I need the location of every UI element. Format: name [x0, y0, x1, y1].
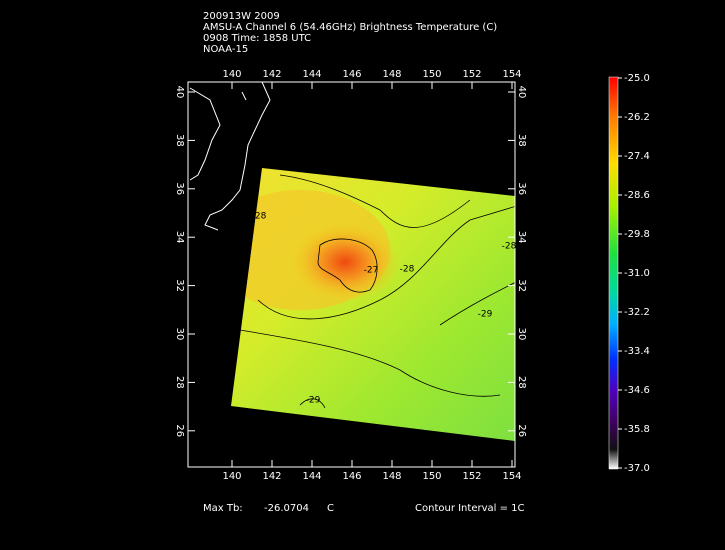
- lat-label-left: 30: [174, 328, 185, 341]
- colorbar-label: -25.0: [624, 73, 650, 84]
- lon-label-top: 152: [462, 69, 481, 80]
- contour-label: -28: [400, 265, 415, 275]
- contour-interval: Contour Interval = 1C: [415, 503, 525, 514]
- lat-label-left: 38: [174, 134, 185, 147]
- colorbar-labels: -25.0 -26.2 -27.4 -28.6 -29.8 -31.0 -32.2 -33.4…: [618, 73, 650, 474]
- header-line: 0908 Time: 1858 UTC: [203, 33, 311, 44]
- contour-label: -28: [502, 242, 517, 252]
- lon-label-bottom: 144: [302, 471, 321, 482]
- lon-label-bottom: 142: [262, 471, 281, 482]
- header-line: 200913W 2009: [203, 11, 280, 22]
- lon-label-bottom: 150: [422, 471, 441, 482]
- contour-label: -29: [478, 310, 493, 320]
- lon-label-top: 148: [382, 69, 401, 80]
- lon-label-bottom: 154: [502, 471, 521, 482]
- lat-label-left: 34: [174, 231, 185, 244]
- contour-label: -28: [252, 212, 267, 222]
- lat-label-left: 28: [174, 376, 185, 389]
- lat-label-right: 40: [516, 86, 527, 99]
- header-line: NOAA-15: [203, 44, 248, 55]
- colorbar-label: -29.8: [624, 229, 650, 240]
- lon-label-bottom: 152: [462, 471, 481, 482]
- colorbar-label: -28.6: [624, 190, 650, 201]
- colorbar-label: -27.4: [624, 151, 650, 162]
- lat-label-right: 32: [516, 279, 527, 292]
- lat-label-left: 40: [174, 86, 185, 99]
- colorbar: [608, 76, 619, 470]
- max-unit: C: [327, 503, 334, 514]
- contour-labels: -28 -27 -28 -29 -28 -29: [252, 212, 517, 406]
- colorbar-label: -32.2: [624, 307, 650, 318]
- lon-label-top: 146: [342, 69, 361, 80]
- colorbar-label: -33.4: [624, 346, 650, 357]
- lat-label-left: 36: [174, 182, 185, 195]
- lat-label-right: 34: [516, 231, 527, 244]
- lon-label-top: 150: [422, 69, 441, 80]
- lon-label-top: 142: [262, 69, 281, 80]
- lat-label-right: 30: [516, 328, 527, 341]
- max-label: Max Tb:: [203, 503, 243, 514]
- colorbar-label: -37.0: [624, 463, 650, 474]
- lat-label-right: 28: [516, 376, 527, 389]
- colorbar-label: -34.6: [624, 385, 650, 396]
- lon-label-top: 144: [302, 69, 321, 80]
- coastline: [189, 81, 271, 231]
- lon-label-bottom: 140: [222, 471, 241, 482]
- lon-label-bottom: 148: [382, 471, 401, 482]
- lon-label-bottom: 146: [342, 471, 361, 482]
- lat-label-right: 26: [516, 424, 527, 437]
- lat-label-right: 36: [516, 182, 527, 195]
- header-line: AMSU-A Channel 6 (54.46GHz) Brightness T…: [203, 22, 497, 33]
- lon-label-top: 154: [502, 69, 521, 80]
- lat-label-right: 38: [516, 134, 527, 147]
- colorbar-label: -35.8: [624, 424, 650, 435]
- brightness-swath: [231, 168, 515, 441]
- colorbar-label: -31.0: [624, 268, 650, 279]
- lon-label-top: 140: [222, 69, 241, 80]
- colorbar-label: -26.2: [624, 112, 650, 123]
- map-axes: 140 140 142 142 144 144 146 146 148 148 150 150 152 1…: [174, 69, 527, 482]
- max-value: -26.0704: [264, 503, 309, 514]
- lat-label-left: 32: [174, 279, 185, 292]
- contour-label: -27: [364, 266, 379, 276]
- contour-label: -29: [306, 396, 321, 406]
- lat-label-left: 26: [174, 424, 185, 437]
